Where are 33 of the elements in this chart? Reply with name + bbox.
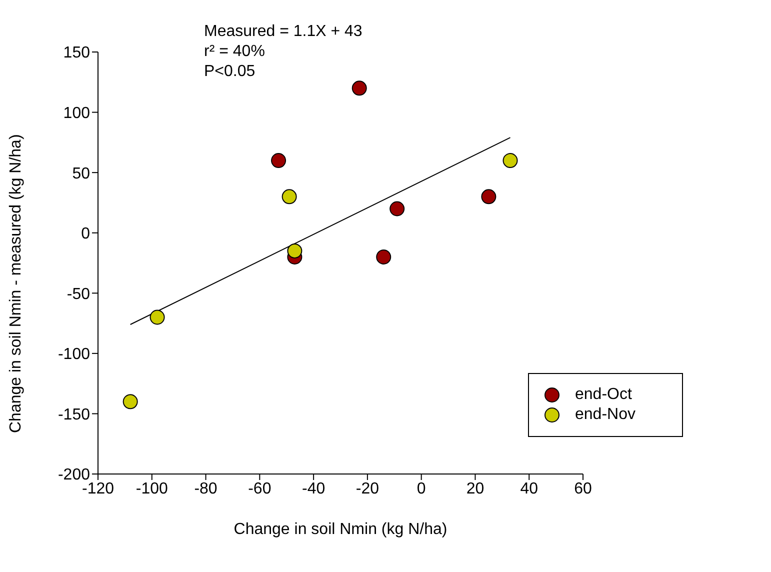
legend-label: end-Oct <box>575 386 632 404</box>
x-tick-label: -100 <box>136 480 168 498</box>
point <box>287 243 302 258</box>
y-tick-label: -100 <box>58 346 90 364</box>
y-tick-label: 50 <box>72 165 90 182</box>
x-tick-label: -60 <box>248 480 272 498</box>
x-axis-title: Change in soil Nmin (kg N/ha) <box>234 521 448 538</box>
x-tick-label: 0 <box>416 480 426 498</box>
x-tick-label: 60 <box>574 480 592 498</box>
y-tick-label: 100 <box>63 104 90 122</box>
x-tick-label: 20 <box>466 480 484 498</box>
text: Measured = 1.1X + 43 <box>204 22 362 42</box>
y-tick-label: 150 <box>63 44 90 62</box>
point <box>376 249 392 264</box>
x-tick-label: 40 <box>520 480 538 498</box>
x-tick-label: -20 <box>356 480 380 498</box>
y-tick-label: -50 <box>66 286 90 303</box>
point <box>282 189 297 204</box>
point <box>150 310 165 325</box>
x-tick-label: -80 <box>194 480 218 498</box>
point <box>271 153 286 168</box>
y-tick-label: -150 <box>58 406 90 424</box>
point <box>352 80 367 96</box>
annotation: P<0.05 <box>204 62 256 82</box>
legend-label: end-Nov <box>575 406 636 424</box>
x-tick-label: -40 <box>302 480 326 498</box>
y-axis-title: Change in soil Nmin - measured (kg N/ha) <box>8 134 25 433</box>
y-tick-label: 0 <box>81 226 90 243</box>
point <box>502 153 518 168</box>
point <box>481 189 496 204</box>
point <box>390 201 405 216</box>
annotation: r² = 40% <box>204 42 266 62</box>
point <box>122 394 138 410</box>
